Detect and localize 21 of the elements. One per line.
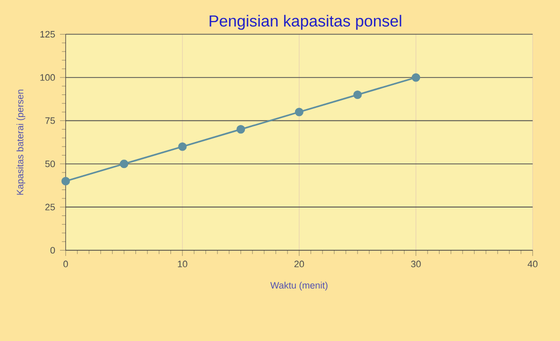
y-tick-label: 50 (45, 160, 55, 168)
x-tick-label: 40 (528, 260, 538, 268)
chart-title: Pengisian kapasitas ponsel (210, 14, 402, 30)
point (353, 90, 362, 100)
y-axis-title: Kapasitas baterai (persen (16, 90, 26, 195)
y-tick-label: 25 (45, 204, 55, 210)
x-tick-label: 0 (63, 260, 68, 268)
point (294, 108, 304, 116)
point (236, 125, 246, 134)
point (61, 176, 70, 186)
y-tick-label: 75 (45, 117, 55, 124)
y-tick-label: 100 (40, 74, 55, 81)
y-tick-label: 0 (50, 246, 55, 254)
point (120, 160, 128, 168)
y-tick-label: 125 (40, 30, 55, 38)
x-tick-label: 20 (294, 260, 304, 268)
x-tick-label: 10 (178, 260, 188, 268)
point (178, 142, 187, 151)
point (412, 73, 420, 82)
x-axis-title: Waktu (menit) (270, 282, 328, 290)
x-tick-label: 30 (411, 260, 421, 268)
